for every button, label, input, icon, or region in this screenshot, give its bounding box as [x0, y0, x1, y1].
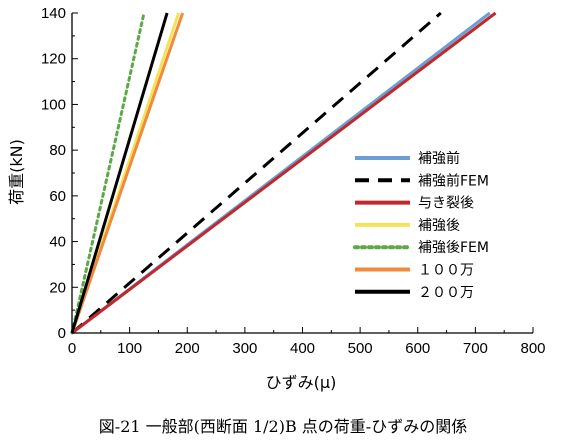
- y-tick-label: 40: [49, 234, 66, 251]
- axes-layer: [71, 12, 534, 334]
- legend-label-補強後FEM: 補強後FEM: [418, 240, 489, 256]
- y-tick-label: 20: [49, 279, 66, 296]
- y-tick-label: 100: [41, 96, 66, 113]
- series-layer: [70, 11, 497, 335]
- series-line-補強前FEM: [71, 11, 442, 335]
- series-line-補強後FEM: [70, 11, 146, 335]
- series-line-与き裂後: [71, 11, 497, 335]
- legend-label-補強後: 補強後: [418, 218, 460, 234]
- legend-label-補強前FEM: 補強前FEM: [418, 172, 489, 189]
- series-line-１００万: [70, 12, 185, 334]
- x-tick-label: 200: [175, 340, 200, 357]
- legend-label-与き裂後: 与き裂後: [418, 196, 474, 212]
- x-tick-label: 300: [232, 340, 257, 357]
- x-tick-label: 700: [463, 340, 488, 357]
- figure-caption: 図-21 一般部(西断面 1/2)B 点の荷重-ひずみの関係: [99, 417, 467, 436]
- x-tick-label: 400: [290, 340, 315, 357]
- y-tick-label: 80: [49, 142, 66, 159]
- y-axis-title: 荷重(kN): [7, 139, 26, 205]
- x-tick-label: 500: [348, 340, 373, 357]
- y-tick-label: 0: [58, 325, 66, 342]
- y-tick-label: 60: [49, 188, 66, 205]
- legend-label-２００万: ２００万: [418, 285, 474, 301]
- y-tick-label: 140: [41, 5, 66, 22]
- x-tick-label: 800: [520, 340, 545, 357]
- y-tick-label: 120: [41, 51, 66, 68]
- x-tick-label: 600: [405, 340, 430, 357]
- x-axis-title: ひずみ(μ): [266, 373, 337, 392]
- x-tick-label: 0: [68, 340, 76, 357]
- legend-label-１００万: １００万: [418, 263, 474, 279]
- series-line-２００万: [70, 12, 169, 334]
- tick-labels: 0 20 40 60 80 100 120 140 0 100 200 300 400 500 600 700…: [41, 5, 546, 357]
- legend-label-補強前: 補強前: [418, 150, 460, 167]
- x-tick-label: 100: [117, 340, 142, 357]
